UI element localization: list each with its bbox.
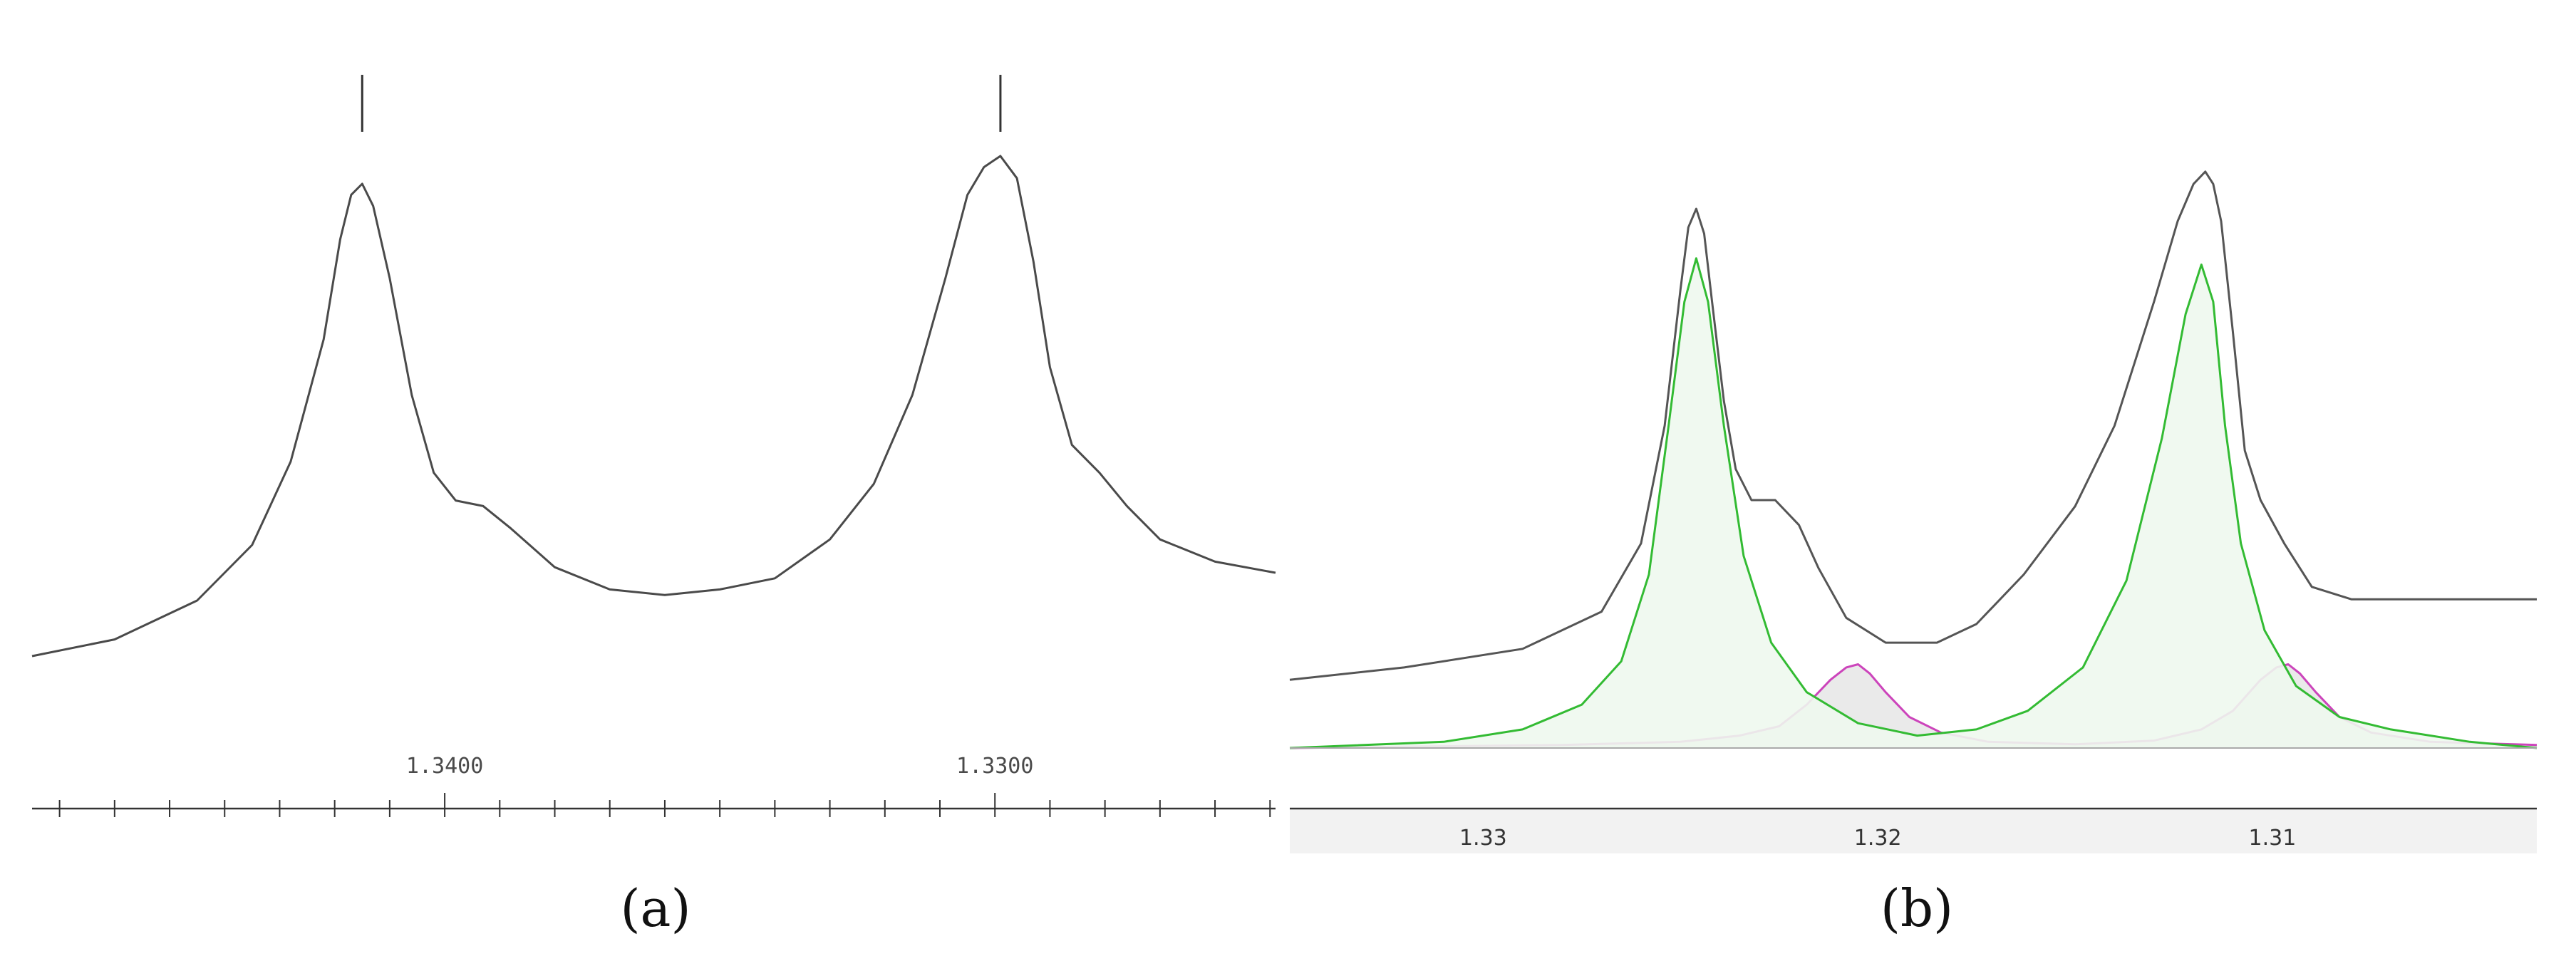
panel-b-spectrum-line <box>1289 170 2537 681</box>
panel-b-caption: (b) <box>1881 878 1953 938</box>
panel-a-tick-label: 1.3300 <box>956 754 1033 779</box>
panel-b-tick-label: 1.33 <box>1459 826 1507 851</box>
panel-b-tick-label: 1.32 <box>1854 826 1902 851</box>
panel-b-fit-main-line <box>1289 257 2538 749</box>
panel-a-spectrum-line <box>31 155 1276 658</box>
panel-a-nmr-spectrum: 1.3400 1.3300 <box>31 75 1276 817</box>
panel-b-fit-main-area <box>1290 258 2537 748</box>
panel-a-caption: (a) <box>620 878 690 938</box>
panel-b-deconvolution-fit: 1.33 1.32 1.31 <box>1289 170 2538 853</box>
panel-b-axis-band <box>1290 809 2537 853</box>
panel-b-tick-label: 1.31 <box>2249 826 2297 851</box>
panel-a-tick-label: 1.3400 <box>406 754 483 779</box>
